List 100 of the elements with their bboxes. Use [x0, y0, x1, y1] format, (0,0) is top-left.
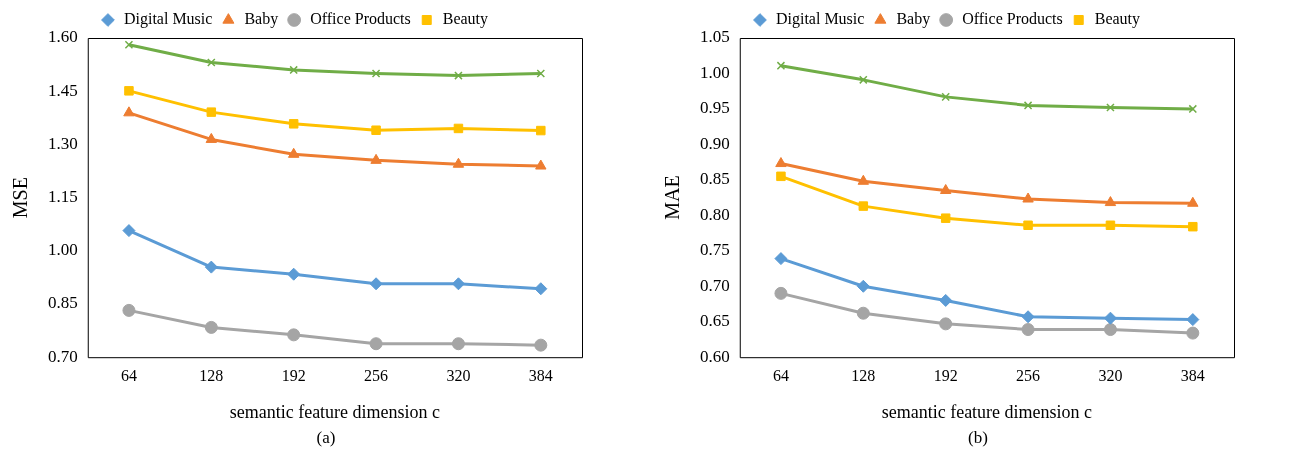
point: [774, 286, 788, 300]
x-tick-label: 128: [851, 367, 876, 384]
y-tick-label: 1.05: [700, 27, 730, 47]
legend-label: Digital Music: [123, 10, 213, 29]
point: [1103, 311, 1117, 325]
point: [371, 125, 381, 135]
point: [1021, 310, 1035, 324]
point: [1103, 323, 1117, 337]
point: [776, 171, 786, 182]
point: [452, 157, 465, 168]
y-axis-title: MAE: [661, 175, 684, 220]
legend-label: Baby: [244, 10, 279, 29]
y-tick-label: 1.30: [48, 133, 78, 153]
point: [536, 69, 546, 78]
point: [939, 293, 953, 307]
y-tick-label: 1.00: [48, 240, 78, 260]
point: [1188, 221, 1198, 232]
legend-label: Digital Music: [775, 10, 865, 29]
point: [1187, 196, 1199, 207]
point: [858, 201, 869, 211]
point: [288, 119, 299, 129]
y-tick-label: 1.45: [48, 80, 78, 100]
point: [205, 132, 218, 143]
x-tick-label: 256: [364, 367, 389, 384]
point: [287, 267, 301, 281]
text: (b): [967, 428, 989, 448]
point: [1188, 104, 1198, 114]
y-tick-label: 0.70: [48, 346, 78, 366]
point: [369, 337, 383, 351]
point: [536, 125, 546, 136]
point: [1105, 220, 1116, 231]
y-tick-label: 0.60: [700, 346, 730, 366]
point: [940, 213, 951, 223]
y-tick-label: 0.85: [700, 169, 730, 189]
point: [122, 303, 136, 317]
point: [939, 184, 952, 195]
x-tick-label: 256: [1016, 367, 1041, 384]
point: [454, 71, 463, 80]
y-tick-label: 1.60: [48, 27, 78, 47]
y-tick-label: 0.95: [700, 98, 730, 118]
point: [1106, 103, 1115, 112]
point: [207, 58, 216, 67]
legend-label: Baby: [896, 10, 931, 29]
y-tick-label: 0.70: [700, 275, 730, 295]
y-tick-label: 1.15: [48, 187, 78, 207]
x-tick-label: 192: [933, 367, 958, 384]
point: [859, 75, 868, 85]
x-tick-label: 320: [446, 367, 471, 384]
x-tick-label: 320: [1098, 367, 1123, 384]
point: [124, 86, 134, 96]
point: [1186, 313, 1200, 327]
point: [1021, 323, 1035, 337]
x-axis-title: semantic feature dimension c: [881, 401, 1093, 422]
y-tick-label: 0.80: [700, 204, 730, 224]
point: [534, 282, 548, 296]
point: [124, 40, 134, 50]
point: [289, 65, 298, 75]
x-tick-label: 64: [120, 367, 137, 384]
point: [287, 328, 301, 342]
point: [122, 224, 136, 238]
x-axis-title: semantic feature dimension c: [229, 401, 441, 422]
y-tick-label: 0.65: [700, 311, 730, 331]
point: [939, 317, 953, 331]
point: [774, 252, 788, 266]
point: [535, 159, 547, 170]
point: [123, 106, 135, 117]
point: [857, 174, 870, 185]
x-tick-label: 384: [1180, 367, 1205, 384]
point: [775, 157, 787, 168]
point: [287, 147, 300, 158]
point: [1186, 326, 1200, 340]
legend-label: Beauty: [1094, 10, 1141, 29]
x-tick-label: 64: [772, 367, 789, 384]
point: [451, 277, 465, 291]
point: [1023, 220, 1033, 231]
legend-label: Office Products: [962, 10, 1063, 28]
point: [776, 61, 786, 70]
point: [534, 338, 548, 352]
y-tick-label: 0.75: [700, 240, 730, 260]
point: [206, 107, 217, 117]
point: [370, 153, 382, 164]
point: [1023, 101, 1033, 110]
y-tick-label: 0.85: [48, 293, 78, 313]
point: [856, 279, 870, 293]
x-tick-label: 128: [199, 367, 224, 384]
point: [453, 123, 464, 134]
y-tick-label: 1.00: [700, 62, 730, 82]
point: [451, 337, 465, 351]
x-tick-label: 192: [281, 367, 306, 384]
point: [856, 306, 870, 320]
point: [371, 69, 381, 78]
point: [369, 277, 383, 291]
y-axis-title: MSE: [9, 177, 32, 219]
point: [204, 320, 218, 334]
text: (a): [315, 428, 337, 448]
y-tick-label: 0.90: [700, 133, 730, 153]
legend-label: Office Products: [310, 10, 411, 28]
x-tick-label: 384: [528, 367, 553, 384]
point: [204, 260, 218, 274]
point: [941, 92, 950, 102]
